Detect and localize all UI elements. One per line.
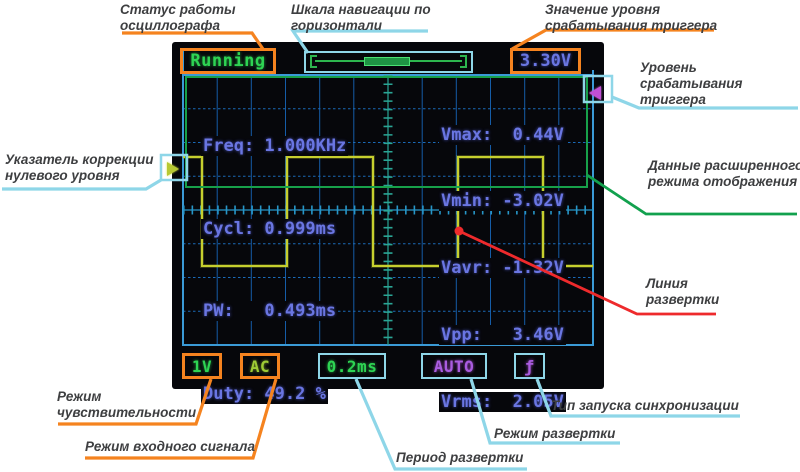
horizontal-nav-bar[interactable] (304, 51, 473, 73)
nav-right-bracket-icon (460, 54, 467, 68)
meas-freq: Freq: 1.000KHz (201, 136, 349, 156)
measurements-right-column: Vmax: 0.44V Vmin: -3.02V Vavr: -1.32V Vp… (439, 79, 566, 458)
trigger-slope-box[interactable]: ƒ (514, 353, 545, 379)
measurements-left-column: Freq: 1.000KHz Cycl: 0.999ms PW: 0.493ms… (201, 78, 349, 463)
extended-data-annotation: Данные расширенного режима отображения (648, 158, 800, 189)
zero-level-annotation: Указатель коррекции нулевого уровня (5, 152, 154, 183)
timebase-value: 0.2ms (326, 356, 378, 376)
zero-level-marker-icon[interactable] (167, 162, 179, 176)
meas-vmax: Vmax: 0.44V (439, 124, 566, 145)
sweep-period-annotation: Период развертки (396, 450, 524, 465)
meas-vmin: Vmin: -3.02V (439, 191, 566, 212)
trigger-value-annotation: Значение уровня срабатывания триггера (545, 2, 718, 33)
meas-vavr: Vavr: -1.32V (439, 258, 566, 279)
trigger-voltage-box[interactable]: 3.30V (510, 48, 581, 74)
status-annotation: Статус работы осциллографа (120, 2, 236, 33)
sweep-mode-annotation: Режим развертки (494, 426, 616, 441)
falling-edge-icon: ƒ (524, 356, 535, 376)
trigger-voltage-value: 3.30V (519, 51, 572, 71)
nav-scale (306, 53, 471, 71)
meas-pw: PW: 0.493ms (201, 301, 339, 321)
sweep-line-annotation: Линия развертки (646, 276, 720, 307)
meas-vpp: Vpp: 3.46V (439, 325, 566, 346)
sensitivity-annotation: Режим чувствительности (57, 389, 197, 420)
nav-annotation: Шкала навигации по горизонтали (291, 2, 431, 33)
trigger-mode-box[interactable]: AUTO (421, 353, 487, 379)
run-status-box[interactable]: Running (180, 48, 276, 74)
measurements-panel: Freq: 1.000KHz Cycl: 0.999ms PW: 0.493ms… (185, 76, 588, 413)
sensitivity-box[interactable]: 1V (182, 353, 222, 379)
timebase-box[interactable]: 0.2ms (318, 353, 386, 379)
input-mode-annotation: Режим входного сигнала (85, 439, 255, 454)
run-status-label: Running (190, 51, 266, 71)
nav-left-bracket-icon (310, 54, 317, 68)
square-wave-trace (183, 155, 593, 268)
trigger-level-marker-icon[interactable] (589, 86, 601, 100)
trigger-mode-value: AUTO (433, 356, 475, 376)
coupling-box[interactable]: AC (240, 353, 280, 379)
oscilloscope-screen: Running 3.30V Freq: 1.000KHz Cycl: 0.999… (167, 42, 604, 413)
trigger-type-annotation: Тип запуска синхронизации (551, 398, 739, 413)
meas-vrms: Vrms: 2.05V (439, 392, 566, 413)
trigger-level-annotation: Уровень срабатывания триггера (640, 60, 743, 107)
nav-position-slider[interactable] (364, 56, 410, 66)
sensitivity-value: 1V (191, 356, 213, 376)
meas-cycl: Cycl: 0.999ms (201, 218, 339, 239)
coupling-value: AC (249, 356, 271, 376)
meas-duty: Duty: 49.2 % (201, 383, 328, 404)
